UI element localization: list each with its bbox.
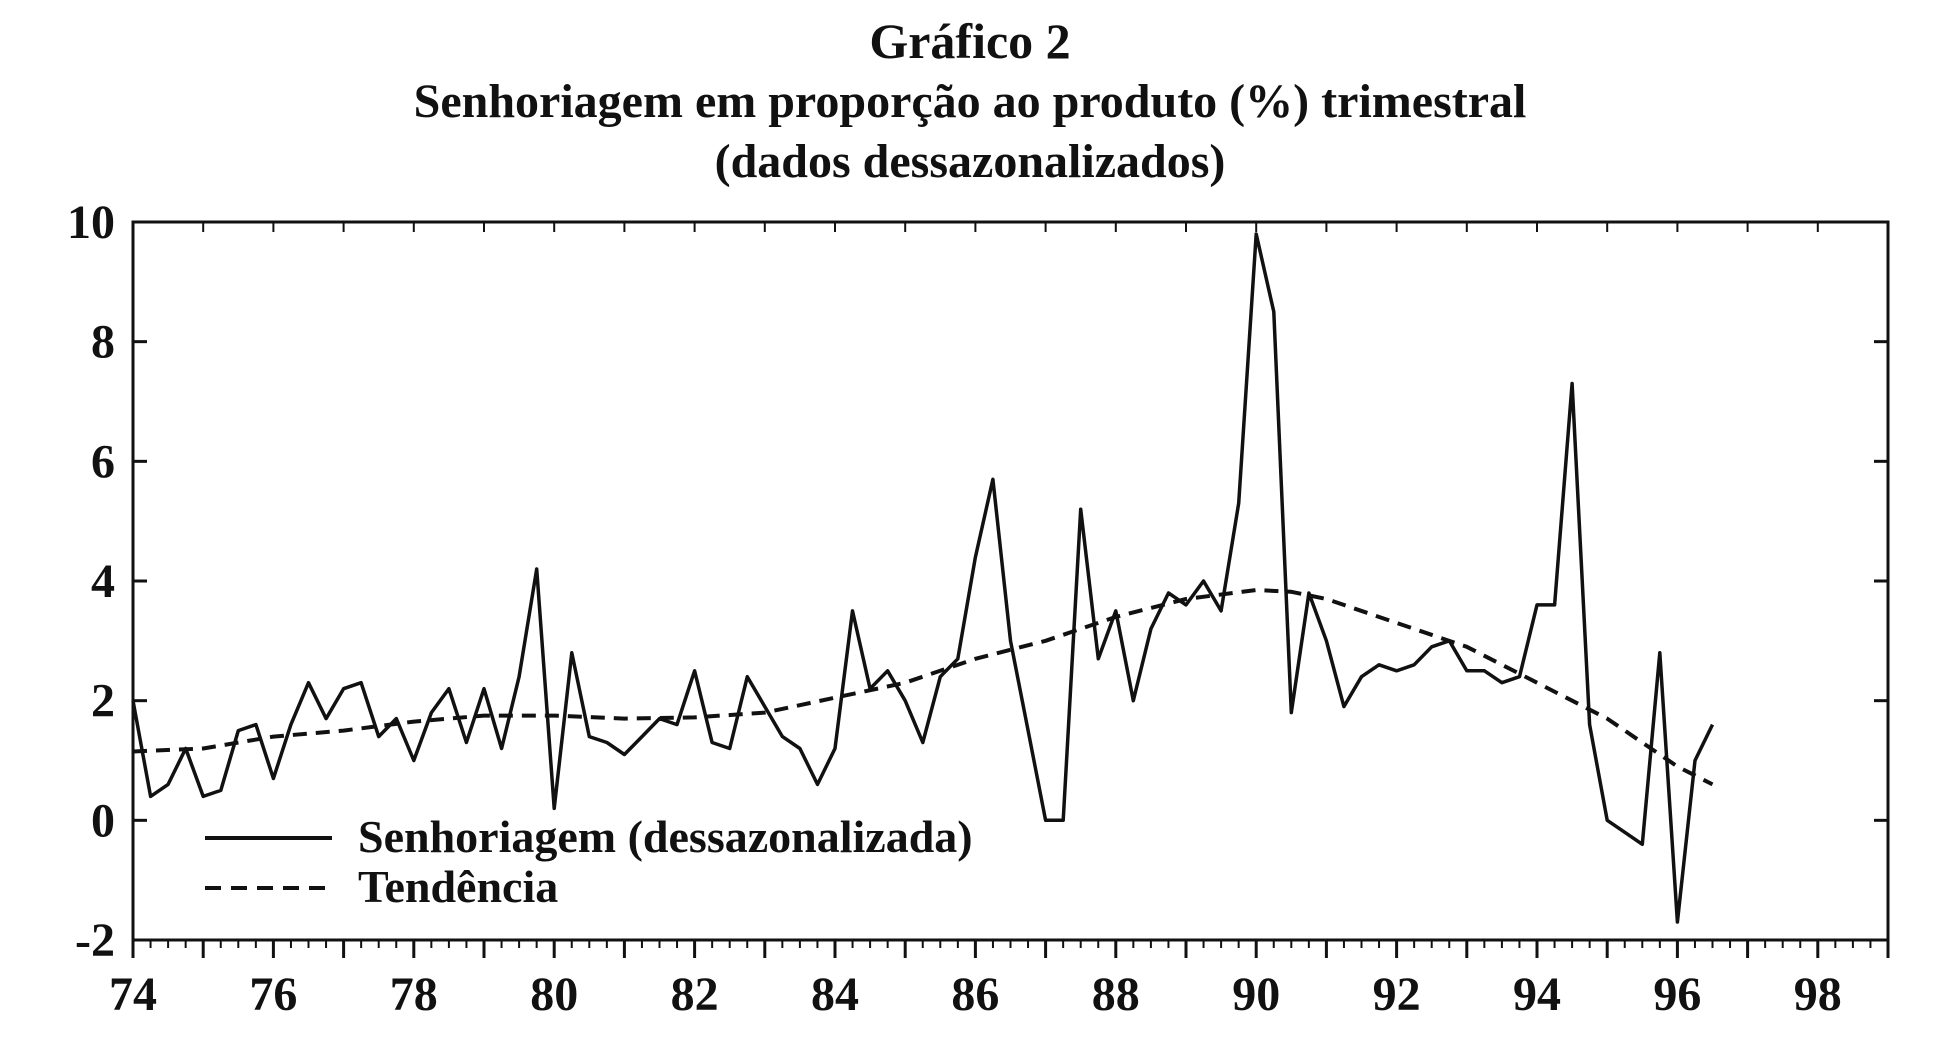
legend-label-senhoriagem: Senhoriagem (dessazonalizada)	[358, 811, 973, 862]
x-tick-label: 94	[1513, 968, 1561, 1021]
y-tick-label: 6	[91, 435, 115, 488]
y-tick-label: 8	[91, 316, 115, 369]
x-tick-label: 76	[249, 968, 297, 1021]
x-tick-label: 82	[671, 968, 719, 1021]
y-tick-label: 0	[91, 794, 115, 847]
legend-label-tendencia: Tendência	[358, 861, 558, 912]
y-tick-label: -2	[75, 914, 115, 967]
y-tick-label: 2	[91, 675, 115, 728]
x-tick-label: 96	[1653, 968, 1701, 1021]
chart-subtitle: Senhoriagem em proporção ao produto (%) …	[413, 75, 1527, 128]
y-tick-label: 10	[67, 196, 115, 249]
chart-title: Gráfico 2	[869, 13, 1071, 69]
x-tick-label: 88	[1092, 968, 1140, 1021]
x-tick-label: 80	[530, 968, 578, 1021]
x-tick-label: 78	[390, 968, 438, 1021]
x-tick-label: 90	[1232, 968, 1280, 1021]
x-tick-label: 84	[811, 968, 859, 1021]
y-tick-label: 4	[91, 555, 115, 608]
x-tick-label: 74	[109, 968, 157, 1021]
x-tick-label: 98	[1794, 968, 1842, 1021]
series-line-tendencia	[132, 588, 1714, 787]
legend: Senhoriagem (dessazonalizada) Tendência	[205, 811, 973, 912]
chart-subtitle-2: (dados dessazonalizados)	[714, 135, 1226, 188]
x-tick-label: 86	[951, 968, 999, 1021]
x-tick-label: 92	[1373, 968, 1421, 1021]
